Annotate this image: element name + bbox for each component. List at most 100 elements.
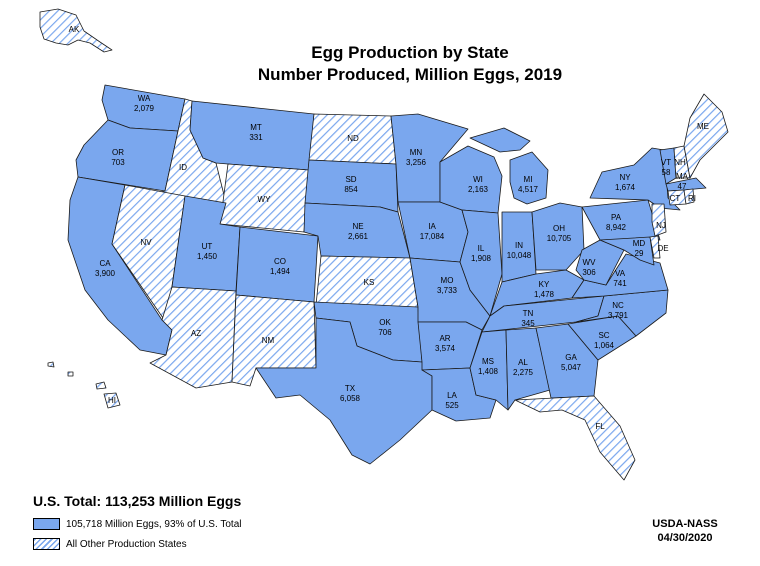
state-abbr-nh: NH (674, 158, 686, 167)
state-abbr-nv: NV (140, 238, 152, 247)
legend-label-other: All Other Production States (66, 538, 187, 550)
release-date: 04/30/2020 (657, 532, 713, 544)
state-value-ut: 1,450 (197, 252, 218, 261)
state-abbr-sd: SD (345, 175, 356, 184)
state-abbr-nj: NJ (656, 221, 666, 230)
legend-item-major: 105,718 Million Eggs, 93% of U.S. Total (33, 517, 241, 531)
state-abbr-ny: NY (619, 173, 631, 182)
state-il (459, 209, 503, 317)
legend-item-other: All Other Production States (33, 537, 187, 551)
legend-swatch-hatched (33, 538, 60, 550)
state-abbr-ri: RI (688, 194, 696, 203)
state-de (649, 235, 661, 259)
state-ma (665, 177, 707, 192)
state-abbr-nc: NC (612, 301, 624, 310)
state-value-ar: 3,574 (435, 344, 456, 353)
state-abbr-la: LA (447, 391, 457, 400)
state-abbr-in: IN (515, 241, 523, 250)
legend-swatch-solid (33, 518, 60, 530)
state-abbr-md: MD (633, 239, 646, 248)
state-abbr-nd: ND (347, 134, 359, 143)
state-value-sc: 1,064 (594, 341, 615, 350)
state-tx (255, 317, 433, 465)
state-value-ok: 706 (378, 328, 392, 337)
state-value-pa: 8,942 (606, 223, 627, 232)
state-wi (439, 145, 503, 214)
state-abbr-wv: WV (583, 258, 597, 267)
states-layer (39, 8, 729, 481)
state-abbr-pa: PA (611, 213, 622, 222)
state-nc (575, 289, 669, 337)
state-value-al: 2,275 (513, 368, 534, 377)
state-fl (514, 395, 636, 481)
state-value-mo: 3,733 (437, 286, 458, 295)
state-abbr-co: CO (274, 257, 286, 266)
state-abbr-wy: WY (258, 195, 272, 204)
state-value-mi: 4,517 (518, 185, 539, 194)
state-value-sd: 854 (344, 185, 358, 194)
state-abbr-wi: WI (473, 175, 483, 184)
state-abbr-hi: HI (108, 396, 116, 405)
state-abbr-mt: MT (250, 123, 262, 132)
state-abbr-tn: TN (523, 309, 534, 318)
state-value-in: 10,048 (507, 251, 532, 260)
state-abbr-id: ID (179, 163, 187, 172)
state-mi (469, 127, 549, 205)
state-abbr-mi: MI (524, 175, 533, 184)
state-value-ms: 1,408 (478, 367, 499, 376)
state-abbr-az: AZ (191, 329, 201, 338)
state-abbr-ma: MA (676, 172, 689, 181)
state-abbr-ak: AK (69, 25, 80, 34)
state-value-mt: 331 (249, 133, 263, 142)
state-ak (39, 8, 113, 53)
state-ga (535, 323, 599, 399)
state-abbr-de: DE (657, 244, 668, 253)
state-abbr-sc: SC (598, 331, 609, 340)
us-total: U.S. Total: 113,253 Million Eggs (33, 493, 242, 509)
state-abbr-oh: OH (553, 224, 565, 233)
state-abbr-ok: OK (379, 318, 391, 327)
state-abbr-nm: NM (262, 336, 275, 345)
state-value-oh: 10,705 (547, 234, 572, 243)
state-abbr-me: ME (697, 122, 709, 131)
state-al (505, 327, 551, 411)
state-value-or: 703 (111, 158, 125, 167)
legend-label-major: 105,718 Million Eggs, 93% of U.S. Total (66, 518, 242, 530)
state-nj (651, 203, 667, 237)
state-value-wv: 306 (582, 268, 596, 277)
state-value-nc: 3,791 (608, 311, 629, 320)
state-value-co: 1,494 (270, 267, 291, 276)
state-abbr-il: IL (478, 244, 485, 253)
state-value-va: 741 (613, 279, 627, 288)
state-value-il: 1,908 (471, 254, 492, 263)
state-value-mn: 3,256 (406, 158, 427, 167)
state-ri (683, 188, 695, 205)
state-md (599, 236, 655, 266)
state-abbr-ne: NE (352, 222, 363, 231)
state-value-vt: 58 (662, 168, 671, 177)
state-abbr-mo: MO (441, 276, 454, 285)
state-abbr-ms: MS (482, 357, 494, 366)
state-value-la: 525 (445, 401, 459, 410)
state-me (683, 93, 729, 179)
state-value-ne: 2,661 (348, 232, 369, 241)
state-value-ca: 3,900 (95, 269, 116, 278)
state-abbr-ar: AR (439, 334, 450, 343)
state-value-wa: 2,079 (134, 104, 155, 113)
state-abbr-ga: GA (565, 353, 577, 362)
state-abbr-fl: FL (595, 422, 605, 431)
state-abbr-va: VA (615, 269, 626, 278)
state-abbr-wa: WA (138, 94, 151, 103)
state-abbr-mn: MN (410, 148, 423, 157)
state-value-ia: 17,084 (420, 232, 445, 241)
state-value-ga: 5,047 (561, 363, 582, 372)
state-abbr-vt: VT (661, 158, 671, 167)
state-pa (581, 199, 661, 241)
state-value-ny: 1,674 (615, 183, 636, 192)
state-hi (47, 361, 121, 409)
map-title: Egg Production by State (311, 43, 509, 62)
state-value-md: 29 (635, 249, 644, 258)
state-abbr-or: OR (112, 148, 124, 157)
